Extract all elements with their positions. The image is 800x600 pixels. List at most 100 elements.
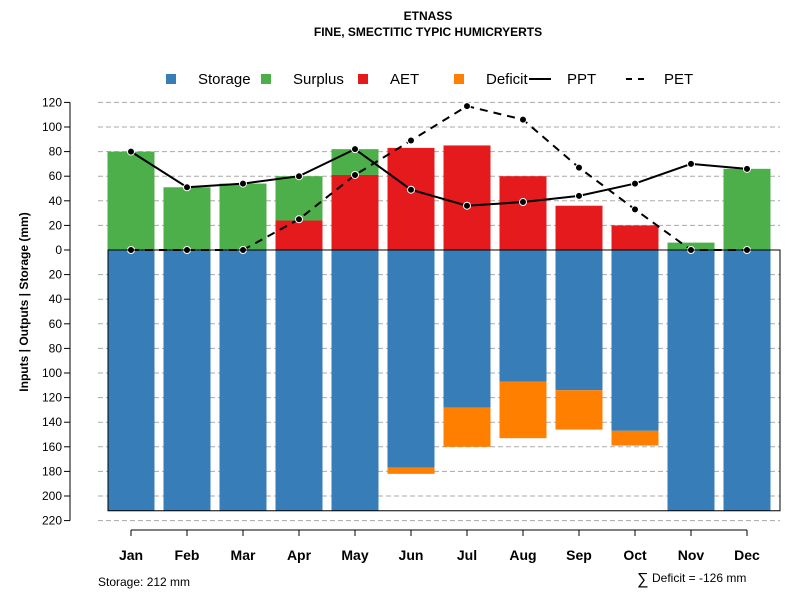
y-tick-label: 80 — [49, 341, 63, 355]
aet-bar — [331, 174, 379, 250]
storage-bar — [387, 250, 435, 468]
pet-point — [519, 115, 527, 124]
storage-bar — [275, 250, 323, 511]
legend-label-ppt: PPT — [567, 71, 596, 88]
aet-bar — [499, 176, 547, 250]
deficit-bar — [387, 467, 435, 474]
y-tick-label: 20 — [49, 268, 63, 282]
legend-swatch-storage — [166, 74, 176, 84]
pet-point — [463, 102, 471, 111]
surplus-bar — [331, 149, 379, 175]
y-tick-label: 220 — [42, 514, 62, 528]
storage-bar — [723, 250, 771, 511]
y-tick-label: 160 — [42, 440, 62, 454]
y-tick-label: 100 — [42, 120, 62, 134]
pet-point — [407, 136, 415, 145]
aet-bar — [443, 145, 491, 250]
ppt-point — [407, 185, 415, 194]
surplus-bar — [163, 187, 211, 250]
surplus-bar — [723, 168, 771, 250]
ppt-line — [130, 147, 748, 207]
x-tick-label: Nov — [678, 547, 705, 563]
bars — [107, 145, 771, 511]
legend-swatch-surplus — [261, 74, 271, 84]
y-tick-label: 180 — [42, 464, 62, 478]
y-tick-label: 40 — [49, 292, 63, 306]
deficit-bar — [611, 430, 659, 446]
ppt-point — [239, 179, 247, 188]
aet-bar — [555, 205, 603, 250]
legend-label-pet: PET — [664, 71, 693, 88]
y-tick-label: 60 — [49, 169, 63, 183]
ppt-point — [687, 159, 695, 168]
y-tick-label: 120 — [42, 391, 62, 405]
deficit-bar — [555, 390, 603, 430]
x-tick-label: Mar — [231, 547, 256, 563]
legend-swatch-aet — [358, 74, 368, 84]
surplus-bar — [107, 151, 155, 250]
pet-point — [575, 163, 583, 172]
deficit-bar — [443, 407, 491, 447]
x-tick-label: Apr — [287, 547, 312, 563]
ppt-point — [463, 201, 471, 210]
ppt-point — [743, 164, 751, 173]
x-tick-label: Oct — [623, 547, 647, 563]
x-tick-label: Dec — [734, 547, 760, 563]
storage-bar — [163, 250, 211, 511]
y-tick-label: 0 — [55, 243, 62, 257]
x-tick-label: May — [341, 547, 368, 563]
chart-title: ETNASS — [404, 9, 453, 23]
deficit-bar — [499, 381, 547, 439]
x-tick-label: Jan — [119, 547, 143, 563]
deficit-footer: Deficit = -126 mm — [652, 571, 746, 585]
legend-label-deficit: Deficit — [486, 71, 529, 88]
aet-bar — [387, 147, 435, 250]
ppt-point — [351, 145, 359, 154]
gridlines — [98, 101, 780, 522]
y-tick-label: 20 — [49, 218, 63, 232]
ppt-point — [295, 172, 303, 181]
storage-bar — [667, 250, 715, 511]
y-tick-label: 120 — [42, 95, 62, 109]
ppt-point — [127, 147, 135, 156]
aet-bar — [611, 225, 659, 250]
pet-point — [295, 215, 303, 224]
y-tick-label: 80 — [49, 145, 63, 159]
legend-label-surplus: Surplus — [293, 71, 344, 88]
x-tick-label: Jun — [399, 547, 424, 563]
legend-swatch-deficit — [454, 74, 464, 84]
legend-label-storage: Storage — [198, 71, 251, 88]
ppt-point — [631, 179, 639, 188]
y-tick-label: 200 — [42, 489, 62, 503]
storage-bar — [499, 250, 547, 382]
surplus-bar — [275, 176, 323, 221]
ppt-point — [519, 198, 527, 207]
storage-bar — [107, 250, 155, 511]
y-tick-label: 140 — [42, 415, 62, 429]
legend-label-aet: AET — [390, 71, 419, 88]
pet-point — [351, 170, 359, 179]
storage-bar — [611, 250, 659, 431]
y-tick-label: 60 — [49, 317, 63, 331]
storage-bar — [555, 250, 603, 391]
x-tick-label: Feb — [175, 547, 200, 563]
ppt-point — [183, 183, 191, 192]
surplus-bar — [219, 183, 267, 250]
storage-footer: Storage: 212 mm — [98, 575, 190, 589]
chart-subtitle: FINE, SMECTITIC TYPIC HUMICRYERTS — [314, 25, 542, 39]
legend: Storage Surplus AET Deficit PPT PET — [166, 71, 693, 88]
y-tick-label: 100 — [42, 366, 62, 380]
y-tick-label: 40 — [49, 194, 63, 208]
storage-bar — [331, 250, 379, 511]
ppt-point — [575, 191, 583, 200]
x-tick-label: Aug — [509, 547, 536, 563]
storage-bar — [219, 250, 267, 511]
y-axis-label: Inputs | Outputs | Storage (mm) — [17, 212, 31, 391]
sigma-icon: ∑ — [637, 571, 648, 588]
x-tick-label: Jul — [457, 547, 477, 563]
pet-point — [631, 205, 639, 214]
axes: 1201008060402002040608010012014016018020… — [42, 95, 781, 563]
aet-bar — [275, 220, 323, 250]
x-tick-label: Sep — [566, 547, 592, 563]
